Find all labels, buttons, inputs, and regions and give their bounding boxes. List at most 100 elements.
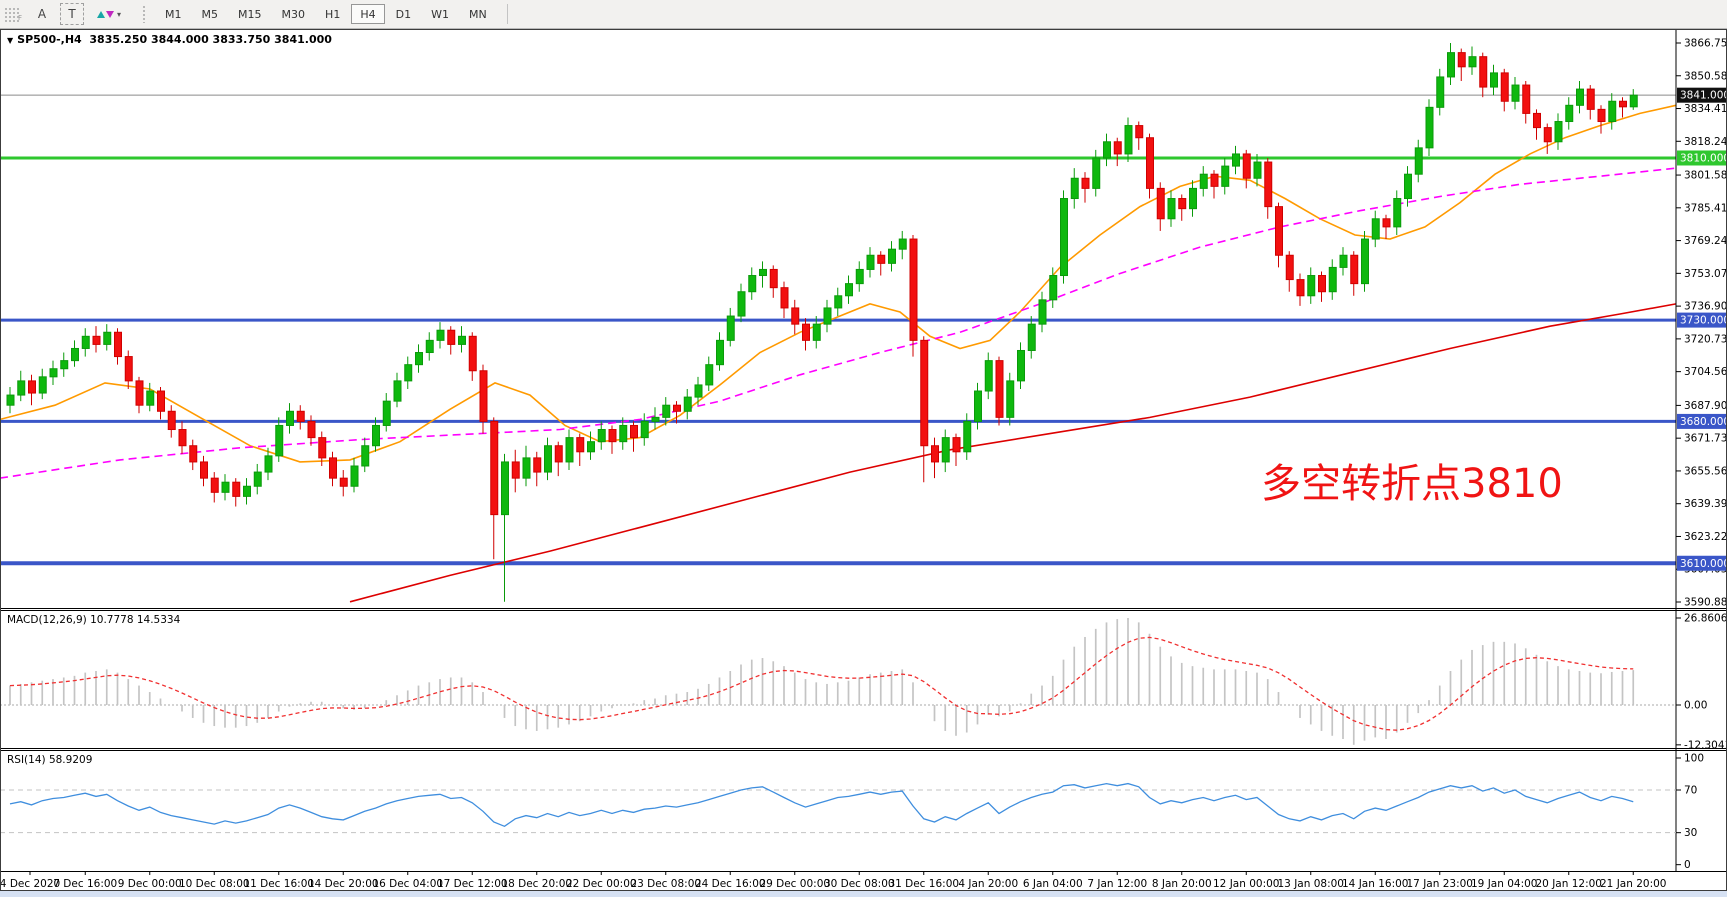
- candle-body: [178, 429, 187, 447]
- candle-body: [1146, 137, 1154, 189]
- candle-body: [103, 331, 112, 345]
- candle-body: [1393, 198, 1402, 228]
- candle-body: [92, 335, 101, 345]
- candle-body: [1361, 238, 1369, 285]
- time-label: 10 Dec 08:00: [179, 878, 250, 890]
- candle-body: [544, 445, 552, 473]
- chart-text-annotation[interactable]: 多空转折点3810: [1261, 461, 1563, 507]
- candle-body: [1178, 198, 1187, 210]
- price-axis[interactable]: 3866.750 3850.580 3834.410 3818.240 3801.580…: [1675, 30, 1727, 871]
- price-tick-label: 3720.730: [1684, 333, 1727, 345]
- a-tool-button[interactable]: A: [30, 3, 54, 25]
- candle-body: [6, 394, 15, 406]
- candle-body: [1167, 198, 1176, 220]
- candle-body: [1468, 56, 1477, 68]
- candle-body: [404, 364, 413, 382]
- candle-body: [1221, 165, 1230, 187]
- candle-body: [812, 323, 821, 341]
- time-label: 22 Dec 00:00: [566, 878, 637, 890]
- time-label: 16 Dec 04:00: [372, 878, 443, 890]
- rsi-line: [9, 782, 1634, 828]
- timeframe-button-m30[interactable]: M30: [273, 4, 315, 24]
- timeframe-button-h1[interactable]: H1: [316, 4, 349, 24]
- candle-body: [780, 287, 789, 309]
- candle-body: [995, 360, 1004, 418]
- candle-body: [1619, 100, 1627, 108]
- price-tick-label: 3736.900: [1684, 301, 1727, 313]
- time-label: 30 Dec 08:00: [824, 878, 895, 890]
- candle-body: [307, 420, 316, 439]
- timeframe-button-w1[interactable]: W1: [422, 4, 458, 24]
- candle-body: [941, 437, 950, 463]
- timeframe-button-mn[interactable]: MN: [460, 4, 496, 24]
- candle-body: [1189, 187, 1197, 210]
- candle-body: [415, 352, 423, 366]
- timeframe-button-m15[interactable]: M15: [229, 4, 271, 24]
- price-label-box-text: 3680.000: [1680, 416, 1727, 428]
- candle-body: [1017, 349, 1025, 382]
- candle-body: [748, 275, 757, 293]
- collapse-triangle-icon[interactable]: ▼: [7, 36, 14, 45]
- candle-body: [81, 335, 90, 349]
- macd-tick-label: 26.8606: [1684, 612, 1727, 624]
- candle-body: [329, 457, 337, 479]
- candle-body: [1199, 173, 1208, 189]
- candle-body: [1500, 72, 1509, 102]
- hlines-layer: [0, 94, 1676, 566]
- candle-body: [1608, 100, 1617, 123]
- candle-body: [339, 477, 348, 487]
- candle-body: [71, 347, 79, 362]
- macd-panel[interactable]: 26.8606 0.00 -12.3041: [0, 612, 1727, 751]
- candle-body: [382, 400, 391, 426]
- candle-body: [1436, 76, 1445, 108]
- chart-title[interactable]: ▼ SP500-,H4 3835.250 3844.000 3833.750 38…: [7, 33, 332, 46]
- candle-body: [1232, 153, 1240, 167]
- candle-body: [587, 441, 595, 453]
- candle-body: [189, 445, 198, 463]
- candle-body: [114, 331, 122, 358]
- candle-body: [1457, 52, 1466, 68]
- cyan-arrow-icon: [97, 10, 106, 18]
- candle-body: [640, 420, 649, 439]
- macd-tick-label: -12.3041: [1684, 739, 1727, 751]
- candle-body: [630, 424, 638, 439]
- candles-layer[interactable]: [6, 43, 1638, 602]
- candle-body: [1275, 206, 1283, 256]
- candle-body: [1382, 218, 1391, 228]
- candle-body: [458, 335, 466, 345]
- candle-body: [1447, 52, 1455, 78]
- candle-body: [823, 307, 832, 325]
- candle-body: [576, 437, 585, 453]
- toolbar-grip-handle[interactable]: [4, 6, 20, 22]
- time-label: 24 Dec 16:00: [695, 878, 766, 890]
- time-label: 21 Jan 20:00: [1600, 878, 1666, 890]
- candle-body: [1210, 173, 1219, 187]
- moving-averages-layer: [0, 104, 1677, 603]
- bottom-strip: [0, 891, 1727, 897]
- timeframe-button-d1[interactable]: D1: [387, 4, 420, 24]
- objects-tool-button[interactable]: ▾: [90, 3, 128, 25]
- rsi-panel[interactable]: 100 70 30 0: [0, 753, 1704, 872]
- timeframe-button-h4[interactable]: H4: [351, 4, 385, 24]
- price-tick-label: 3687.900: [1684, 400, 1727, 412]
- candle-body: [60, 360, 69, 370]
- toolbar-grip-f-label: F: [18, 14, 23, 22]
- candle-body: [866, 254, 875, 270]
- time-label: 18 Dec 20:00: [501, 878, 572, 890]
- timeframe-button-m1[interactable]: M1: [156, 4, 191, 24]
- macd-tick-label: 0.00: [1684, 700, 1707, 712]
- time-label: 4 Dec 2020: [0, 878, 60, 890]
- timeframe-button-m5[interactable]: M5: [193, 4, 228, 24]
- time-label: 13 Jan 08:00: [1278, 878, 1344, 890]
- candle-body: [1081, 177, 1090, 189]
- candle-body: [253, 471, 262, 487]
- price-label-box: [1677, 150, 1727, 166]
- text-tool-button[interactable]: T: [60, 3, 85, 25]
- candle-body: [1586, 88, 1595, 110]
- candle-body: [802, 323, 810, 341]
- timeframe-toolbar-grip[interactable]: [142, 5, 148, 23]
- candle-body: [769, 268, 778, 289]
- time-label: 17 Dec 12:00: [437, 878, 508, 890]
